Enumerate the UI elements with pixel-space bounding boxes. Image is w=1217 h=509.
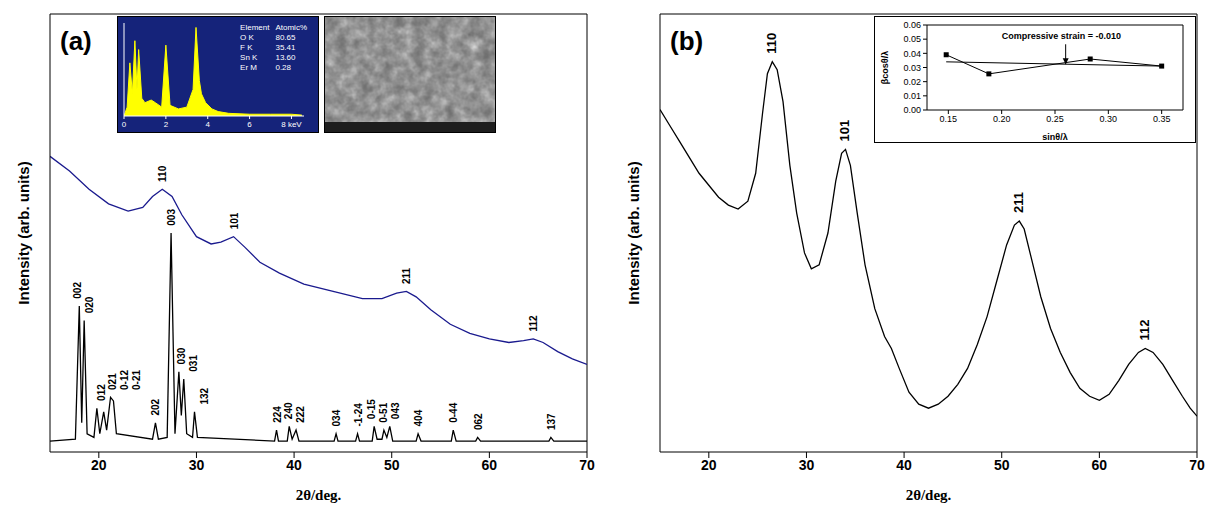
svg-text:50: 50 [384, 457, 400, 473]
svg-text:sinθ/λ: sinθ/λ [1042, 132, 1067, 142]
svg-text:0.05: 0.05 [903, 34, 921, 44]
svg-text:6: 6 [247, 120, 252, 129]
svg-text:020: 020 [84, 296, 95, 313]
svg-text:0.35: 0.35 [1153, 114, 1171, 124]
svg-text:50: 50 [994, 457, 1010, 473]
svg-text:003: 003 [166, 209, 177, 226]
svg-text:20: 20 [701, 457, 717, 473]
svg-text:40: 40 [896, 457, 912, 473]
svg-text:0.00: 0.00 [903, 105, 921, 115]
html-text:O K: O K [240, 33, 254, 42]
svg-text:0.01: 0.01 [903, 91, 921, 101]
html-text:13.60: 13.60 [275, 53, 296, 62]
svg-text:0.06: 0.06 [903, 20, 921, 30]
svg-text:30: 30 [189, 457, 205, 473]
svg-text:20: 20 [91, 457, 107, 473]
svg-text:101: 101 [838, 120, 853, 142]
html-text:80.65: 80.65 [275, 33, 296, 42]
svg-text:101: 101 [229, 212, 240, 229]
svg-text:0: 0 [122, 120, 127, 129]
svg-text:211: 211 [401, 268, 412, 285]
svg-text:Intensity (arb. units): Intensity (arb. units) [625, 161, 642, 304]
svg-text:0.15: 0.15 [940, 114, 958, 124]
svg-text:0-15: 0-15 [366, 399, 377, 419]
svg-text:222: 222 [295, 406, 306, 423]
html-text:35.41: 35.41 [275, 43, 296, 52]
html-text:Sn K: Sn K [240, 53, 258, 62]
svg-text:112: 112 [528, 315, 539, 332]
svg-text:Intensity (arb. units): Intensity (arb. units) [15, 161, 32, 304]
svg-text:60: 60 [482, 457, 498, 473]
svg-text:137: 137 [546, 413, 557, 430]
svg-text:8 keV: 8 keV [281, 120, 302, 129]
svg-text:404: 404 [413, 409, 424, 426]
svg-text:202: 202 [150, 398, 161, 415]
svg-text:0.03: 0.03 [903, 63, 921, 73]
html-text:(a): (a) [60, 26, 92, 56]
html-text:(b): (b) [670, 26, 704, 56]
svg-text:0-12: 0-12 [119, 369, 130, 389]
svg-text:030: 030 [176, 347, 187, 364]
svg-text:2: 2 [164, 120, 169, 129]
svg-text:021: 021 [107, 373, 118, 390]
svg-text:40: 40 [286, 457, 302, 473]
svg-text:0.25: 0.25 [1046, 114, 1064, 124]
svg-text:2θ/deg.: 2θ/deg. [906, 487, 952, 503]
svg-text:0.20: 0.20 [993, 114, 1011, 124]
svg-text:043: 043 [390, 402, 401, 419]
svg-text:0.02: 0.02 [903, 77, 921, 87]
svg-text:Compressive strain = -0.010: Compressive strain = -0.010 [1002, 31, 1121, 41]
svg-text:110: 110 [157, 165, 168, 182]
svg-text:0-44: 0-44 [448, 402, 459, 422]
html-text:Atomic%: Atomic% [275, 23, 307, 32]
svg-text:0.30: 0.30 [1100, 114, 1118, 124]
svg-text:112: 112 [1137, 320, 1152, 341]
svg-text:031: 031 [188, 355, 199, 372]
svg-text:30: 30 [799, 457, 815, 473]
svg-text:110: 110 [764, 33, 779, 54]
svg-text:062: 062 [473, 413, 484, 430]
html-text:Element: Element [240, 23, 270, 32]
svg-text:132: 132 [199, 387, 210, 404]
svg-text:70: 70 [1189, 457, 1205, 473]
svg-text:0-21: 0-21 [131, 369, 142, 389]
svg-text:-1-24: -1-24 [353, 403, 364, 427]
svg-text:012: 012 [96, 384, 107, 401]
svg-text:4: 4 [205, 120, 210, 129]
svg-text:211: 211 [1011, 192, 1026, 213]
html-text:0.28: 0.28 [275, 63, 291, 72]
svg-text:002: 002 [72, 282, 83, 299]
svg-text:034: 034 [331, 409, 342, 426]
svg-text:0.04: 0.04 [903, 49, 921, 59]
svg-text:60: 60 [1092, 457, 1108, 473]
svg-text:βcosθ/λ: βcosθ/λ [880, 51, 890, 84]
svg-text:70: 70 [579, 457, 595, 473]
svg-text:2θ/deg.: 2θ/deg. [296, 487, 342, 503]
html-text:F K: F K [240, 43, 253, 52]
html-text:Er M: Er M [240, 63, 257, 72]
svg-text:0-51: 0-51 [378, 402, 389, 422]
svg-text:224: 224 [272, 406, 283, 423]
svg-text:240: 240 [283, 402, 294, 419]
